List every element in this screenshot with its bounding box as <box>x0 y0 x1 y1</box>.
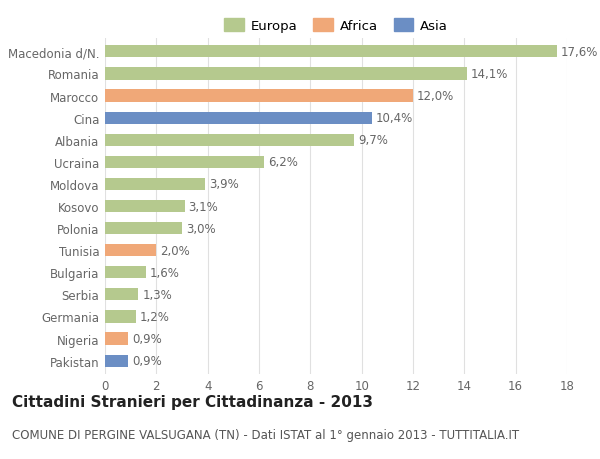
Text: 12,0%: 12,0% <box>417 90 454 103</box>
Text: 9,7%: 9,7% <box>358 134 388 147</box>
Bar <box>105 68 467 80</box>
Text: Cittadini Stranieri per Cittadinanza - 2013: Cittadini Stranieri per Cittadinanza - 2… <box>12 394 373 409</box>
Text: 3,9%: 3,9% <box>209 178 239 191</box>
Bar <box>105 267 146 279</box>
Text: 1,3%: 1,3% <box>142 288 172 301</box>
Text: 17,6%: 17,6% <box>560 46 598 59</box>
Bar <box>105 90 413 102</box>
Bar <box>105 46 557 58</box>
Text: 6,2%: 6,2% <box>268 156 298 169</box>
Text: 2,0%: 2,0% <box>160 244 190 257</box>
Bar <box>105 201 185 213</box>
Text: 14,1%: 14,1% <box>471 68 508 81</box>
Text: 1,2%: 1,2% <box>140 310 170 323</box>
Text: 3,0%: 3,0% <box>186 222 215 235</box>
Text: 3,1%: 3,1% <box>188 200 218 213</box>
Text: 0,9%: 0,9% <box>132 332 162 345</box>
Bar <box>105 289 139 301</box>
Legend: Europa, Africa, Asia: Europa, Africa, Asia <box>219 13 453 38</box>
Bar <box>105 112 372 124</box>
Bar <box>105 179 205 190</box>
Text: COMUNE DI PERGINE VALSUGANA (TN) - Dati ISTAT al 1° gennaio 2013 - TUTTITALIA.IT: COMUNE DI PERGINE VALSUGANA (TN) - Dati … <box>12 428 519 442</box>
Bar <box>105 157 264 168</box>
Bar <box>105 223 182 235</box>
Text: 10,4%: 10,4% <box>376 112 413 125</box>
Bar <box>105 333 128 345</box>
Bar <box>105 355 128 367</box>
Text: 1,6%: 1,6% <box>150 266 180 279</box>
Bar <box>105 134 354 146</box>
Bar <box>105 311 136 323</box>
Bar <box>105 245 157 257</box>
Text: 0,9%: 0,9% <box>132 354 162 367</box>
